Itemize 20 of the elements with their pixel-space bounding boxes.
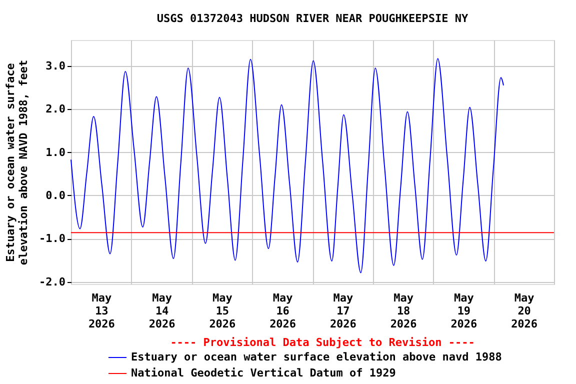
y-tick-label: 3.0 bbox=[46, 59, 66, 72]
y-tick-label: -1.0 bbox=[39, 232, 66, 246]
x-tick-label: May 14 2026 bbox=[148, 292, 176, 330]
legend-label: National Geodetic Vertical Datum of 1929 bbox=[131, 366, 396, 380]
x-tick-label: May 17 2026 bbox=[330, 292, 357, 330]
x-tick-label: May 19 2026 bbox=[450, 292, 478, 330]
x-tick-label: May 13 2026 bbox=[88, 292, 116, 330]
y-tick-label: 0.0 bbox=[46, 188, 66, 202]
chart-title: USGS 01372043 HUDSON RIVER NEAR POUGHKEEPSIE NY bbox=[156, 12, 469, 25]
y-axis-title: Estuary or ocean water surface elevation above NAVD 1988, feet bbox=[4, 60, 30, 266]
y-tick-label: -2.0 bbox=[39, 275, 66, 288]
x-tick-label: May 20 2026 bbox=[511, 292, 538, 330]
x-tick-label: May 15 2026 bbox=[209, 292, 236, 330]
text: ---- Provisional Data Subject to Revision ---- bbox=[170, 336, 475, 349]
x-tick-label: May 18 2026 bbox=[390, 292, 418, 330]
legend-label: Estuary or ocean water surface elevation above navd 1988 bbox=[131, 350, 502, 364]
y-tick-label: 2.0 bbox=[46, 102, 66, 116]
line-series bbox=[70, 58, 504, 274]
y-tick-label: 1.0 bbox=[46, 146, 66, 159]
x-tick-label: May 16 2026 bbox=[270, 292, 296, 330]
